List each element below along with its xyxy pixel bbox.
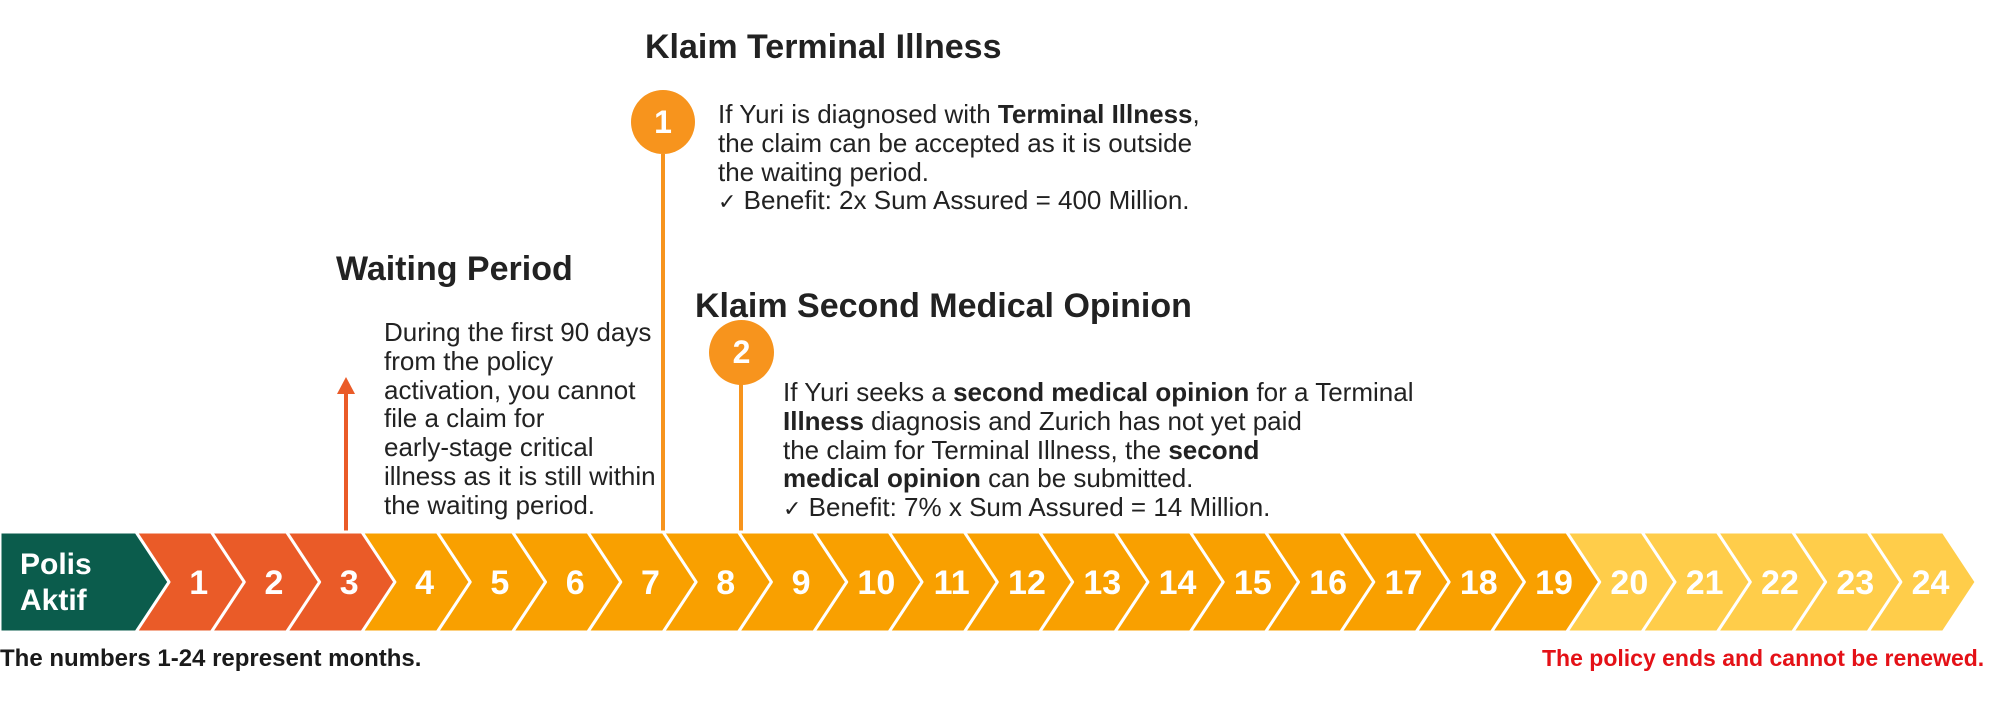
svg-text:7: 7: [641, 564, 660, 602]
svg-text:Polis: Polis: [20, 548, 92, 581]
svg-text:3: 3: [340, 564, 359, 602]
svg-text:1: 1: [189, 564, 208, 602]
svg-text:23: 23: [1836, 564, 1874, 602]
svg-text:20: 20: [1610, 564, 1648, 602]
svg-text:21: 21: [1686, 564, 1724, 602]
svg-text:17: 17: [1385, 564, 1423, 602]
svg-text:2: 2: [264, 564, 283, 602]
svg-text:4: 4: [415, 564, 434, 602]
svg-text:12: 12: [1008, 564, 1046, 602]
svg-text:Aktif: Aktif: [20, 584, 88, 617]
svg-text:14: 14: [1159, 564, 1197, 602]
svg-text:15: 15: [1234, 564, 1272, 602]
svg-text:22: 22: [1761, 564, 1799, 602]
svg-text:11: 11: [934, 564, 970, 602]
svg-text:24: 24: [1912, 564, 1950, 602]
svg-text:8: 8: [716, 564, 735, 602]
svg-text:6: 6: [566, 564, 585, 602]
svg-text:13: 13: [1083, 564, 1121, 602]
svg-text:10: 10: [857, 564, 895, 602]
svg-text:5: 5: [490, 564, 509, 602]
svg-text:18: 18: [1460, 564, 1498, 602]
svg-text:19: 19: [1535, 564, 1573, 602]
svg-text:16: 16: [1309, 564, 1347, 602]
svg-text:9: 9: [792, 564, 811, 602]
